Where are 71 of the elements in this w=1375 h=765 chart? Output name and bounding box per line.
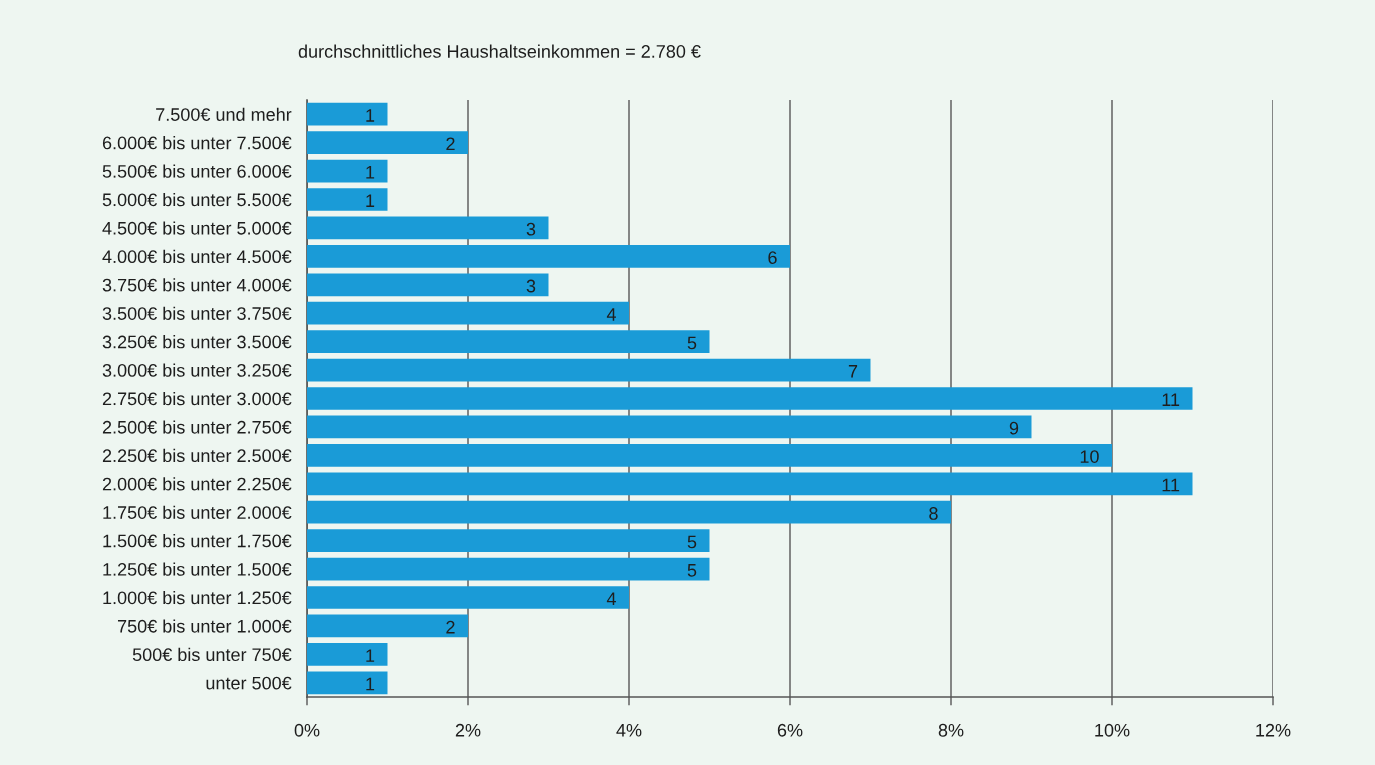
data-label: 3 xyxy=(526,222,536,236)
x-tick-label: 12% xyxy=(1256,723,1291,737)
bar xyxy=(307,102,388,126)
y-tick-label: 3.250€ bis unter 3.500€ xyxy=(102,335,292,349)
data-label: 11 xyxy=(1162,393,1180,406)
bar xyxy=(307,131,468,155)
y-tick-label: 7.500€ und mehr xyxy=(156,107,292,121)
y-tick-label: 1.500€ bis unter 1.750€ xyxy=(103,534,292,548)
x-tick-label: 10% xyxy=(1095,723,1130,737)
data-label: 1 xyxy=(366,649,375,662)
y-tick-label: unter 500€ xyxy=(206,676,292,690)
bar xyxy=(307,159,388,183)
bar xyxy=(307,358,871,382)
y-tick-label: 4.000€ bis unter 4.500€ xyxy=(102,249,292,264)
y-tick-label: 750€ bis unter 1.000€ xyxy=(117,619,292,633)
data-label: 10 xyxy=(1080,450,1099,463)
data-label: 8 xyxy=(929,507,938,520)
y-tick-label: 4.500€ bis unter 5.000€ xyxy=(102,221,292,235)
bar xyxy=(307,415,1032,439)
chart-title: durchschnittliches Haushaltseinkommen = 2.780 € xyxy=(298,44,701,58)
y-tick-label: 3.750€ bis unter 4.000€ xyxy=(102,278,292,292)
bar xyxy=(307,472,1193,496)
data-label: 2 xyxy=(446,620,455,634)
bar xyxy=(307,500,951,524)
bar xyxy=(307,529,710,553)
bar xyxy=(307,273,549,297)
x-tick-label: 2% xyxy=(455,723,481,737)
data-label: 4 xyxy=(606,308,616,321)
data-label: 4 xyxy=(606,592,616,605)
x-tick-label: 4% xyxy=(616,723,642,737)
bar xyxy=(307,443,1112,467)
y-tick-label: 1.000€ bis unter 1.250€ xyxy=(103,590,292,605)
bar xyxy=(307,586,629,609)
y-tick-label: 3.500€ bis unter 3.750€ xyxy=(102,306,292,320)
data-label: 3 xyxy=(526,279,536,293)
y-tick-label: 2.250€ bis unter 2.500€ xyxy=(102,448,292,463)
bar xyxy=(307,188,388,211)
y-tick-label: 2.500€ bis unter 2.750€ xyxy=(102,420,292,434)
bar xyxy=(307,614,468,638)
data-label: 5 xyxy=(687,535,697,549)
y-tick-label: 6.000€ bis unter 7.500€ xyxy=(102,136,292,150)
data-label: 2 xyxy=(446,137,455,151)
bar xyxy=(307,216,549,240)
data-label: 9 xyxy=(1009,421,1019,435)
y-tick-label: 5.500€ bis unter 6.000€ xyxy=(102,164,292,178)
x-tick-label: 0% xyxy=(294,723,320,737)
y-tick-label: 5.000€ bis unter 5.500€ xyxy=(102,192,292,207)
data-label: 1 xyxy=(366,109,375,122)
data-label: 7 xyxy=(848,365,858,378)
data-label: 11 xyxy=(1162,478,1180,492)
data-label: 6 xyxy=(768,251,777,264)
y-tick-label: 1.750€ bis unter 2.000€ xyxy=(103,505,292,519)
x-tick-label: 8% xyxy=(938,723,964,737)
data-label: 5 xyxy=(687,336,697,350)
data-label: 5 xyxy=(687,564,697,577)
bar xyxy=(307,244,790,268)
bar xyxy=(307,671,388,695)
bar xyxy=(307,301,629,325)
y-tick-label: 500€ bis unter 750€ xyxy=(132,647,292,662)
x-tick-label: 6% xyxy=(777,723,803,737)
data-label: 1 xyxy=(366,194,375,207)
y-tick-label: 2.000€ bis unter 2.250€ xyxy=(102,477,292,491)
data-label: 1 xyxy=(366,166,375,179)
data-label: 1 xyxy=(366,677,375,691)
y-tick-label: 2.750€ bis unter 3.000€ xyxy=(102,391,292,406)
bar xyxy=(307,642,388,666)
bar xyxy=(307,557,710,581)
y-tick-label: 3.000€ bis unter 3.250€ xyxy=(102,363,292,377)
bar xyxy=(307,330,710,354)
y-tick-label: 1.250€ bis unter 1.500€ xyxy=(103,562,292,576)
bar xyxy=(307,387,1193,410)
